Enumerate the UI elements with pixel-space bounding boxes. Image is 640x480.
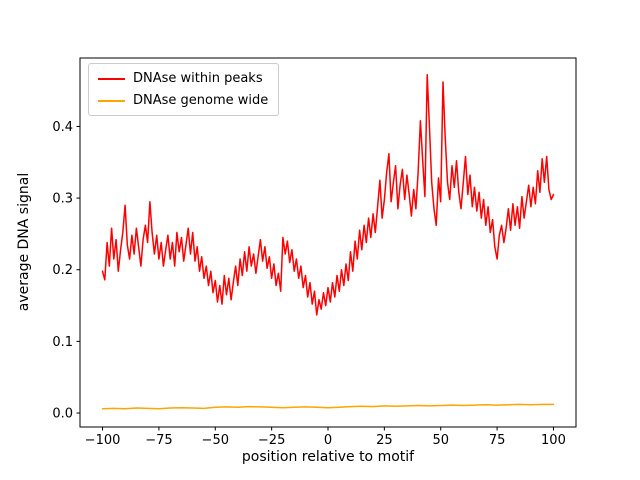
x-axis-label: position relative to motif	[241, 449, 415, 465]
legend-line-sample-red	[98, 77, 125, 80]
x-tick-label: −100	[85, 433, 121, 448]
x-tick-label: −25	[258, 433, 285, 448]
x-tick-label: −75	[145, 433, 172, 448]
legend: DNAse within peaks DNAse genome wide	[88, 63, 280, 116]
x-tick-label: 0	[324, 433, 332, 448]
x-tick-label: 50	[432, 433, 449, 448]
legend-label: DNAse genome wide	[133, 93, 269, 108]
y-tick-label: 0.3	[52, 192, 73, 207]
y-tick-label: 0.2	[52, 263, 73, 278]
x-tick-label: −50	[202, 433, 229, 448]
legend-entry-dnase-genome-wide: DNAse genome wide	[98, 93, 268, 108]
x-tick-label: 75	[489, 433, 506, 448]
series-line-1	[101, 403, 555, 410]
y-tick-label: 0.1	[52, 335, 73, 350]
legend-label: DNAse within peaks	[133, 71, 263, 86]
legend-line-sample-orange	[98, 99, 125, 102]
series-line-0	[101, 74, 555, 316]
legend-entry-dnase-within-peaks: DNAse within peaks	[98, 71, 268, 86]
y-tick-label: 0.4	[52, 120, 73, 135]
y-axis-label: average DNA signal	[16, 172, 32, 312]
x-tick-label: 100	[541, 433, 566, 448]
x-tick-label: 25	[376, 433, 393, 448]
y-tick-label: 0.0	[52, 407, 73, 422]
